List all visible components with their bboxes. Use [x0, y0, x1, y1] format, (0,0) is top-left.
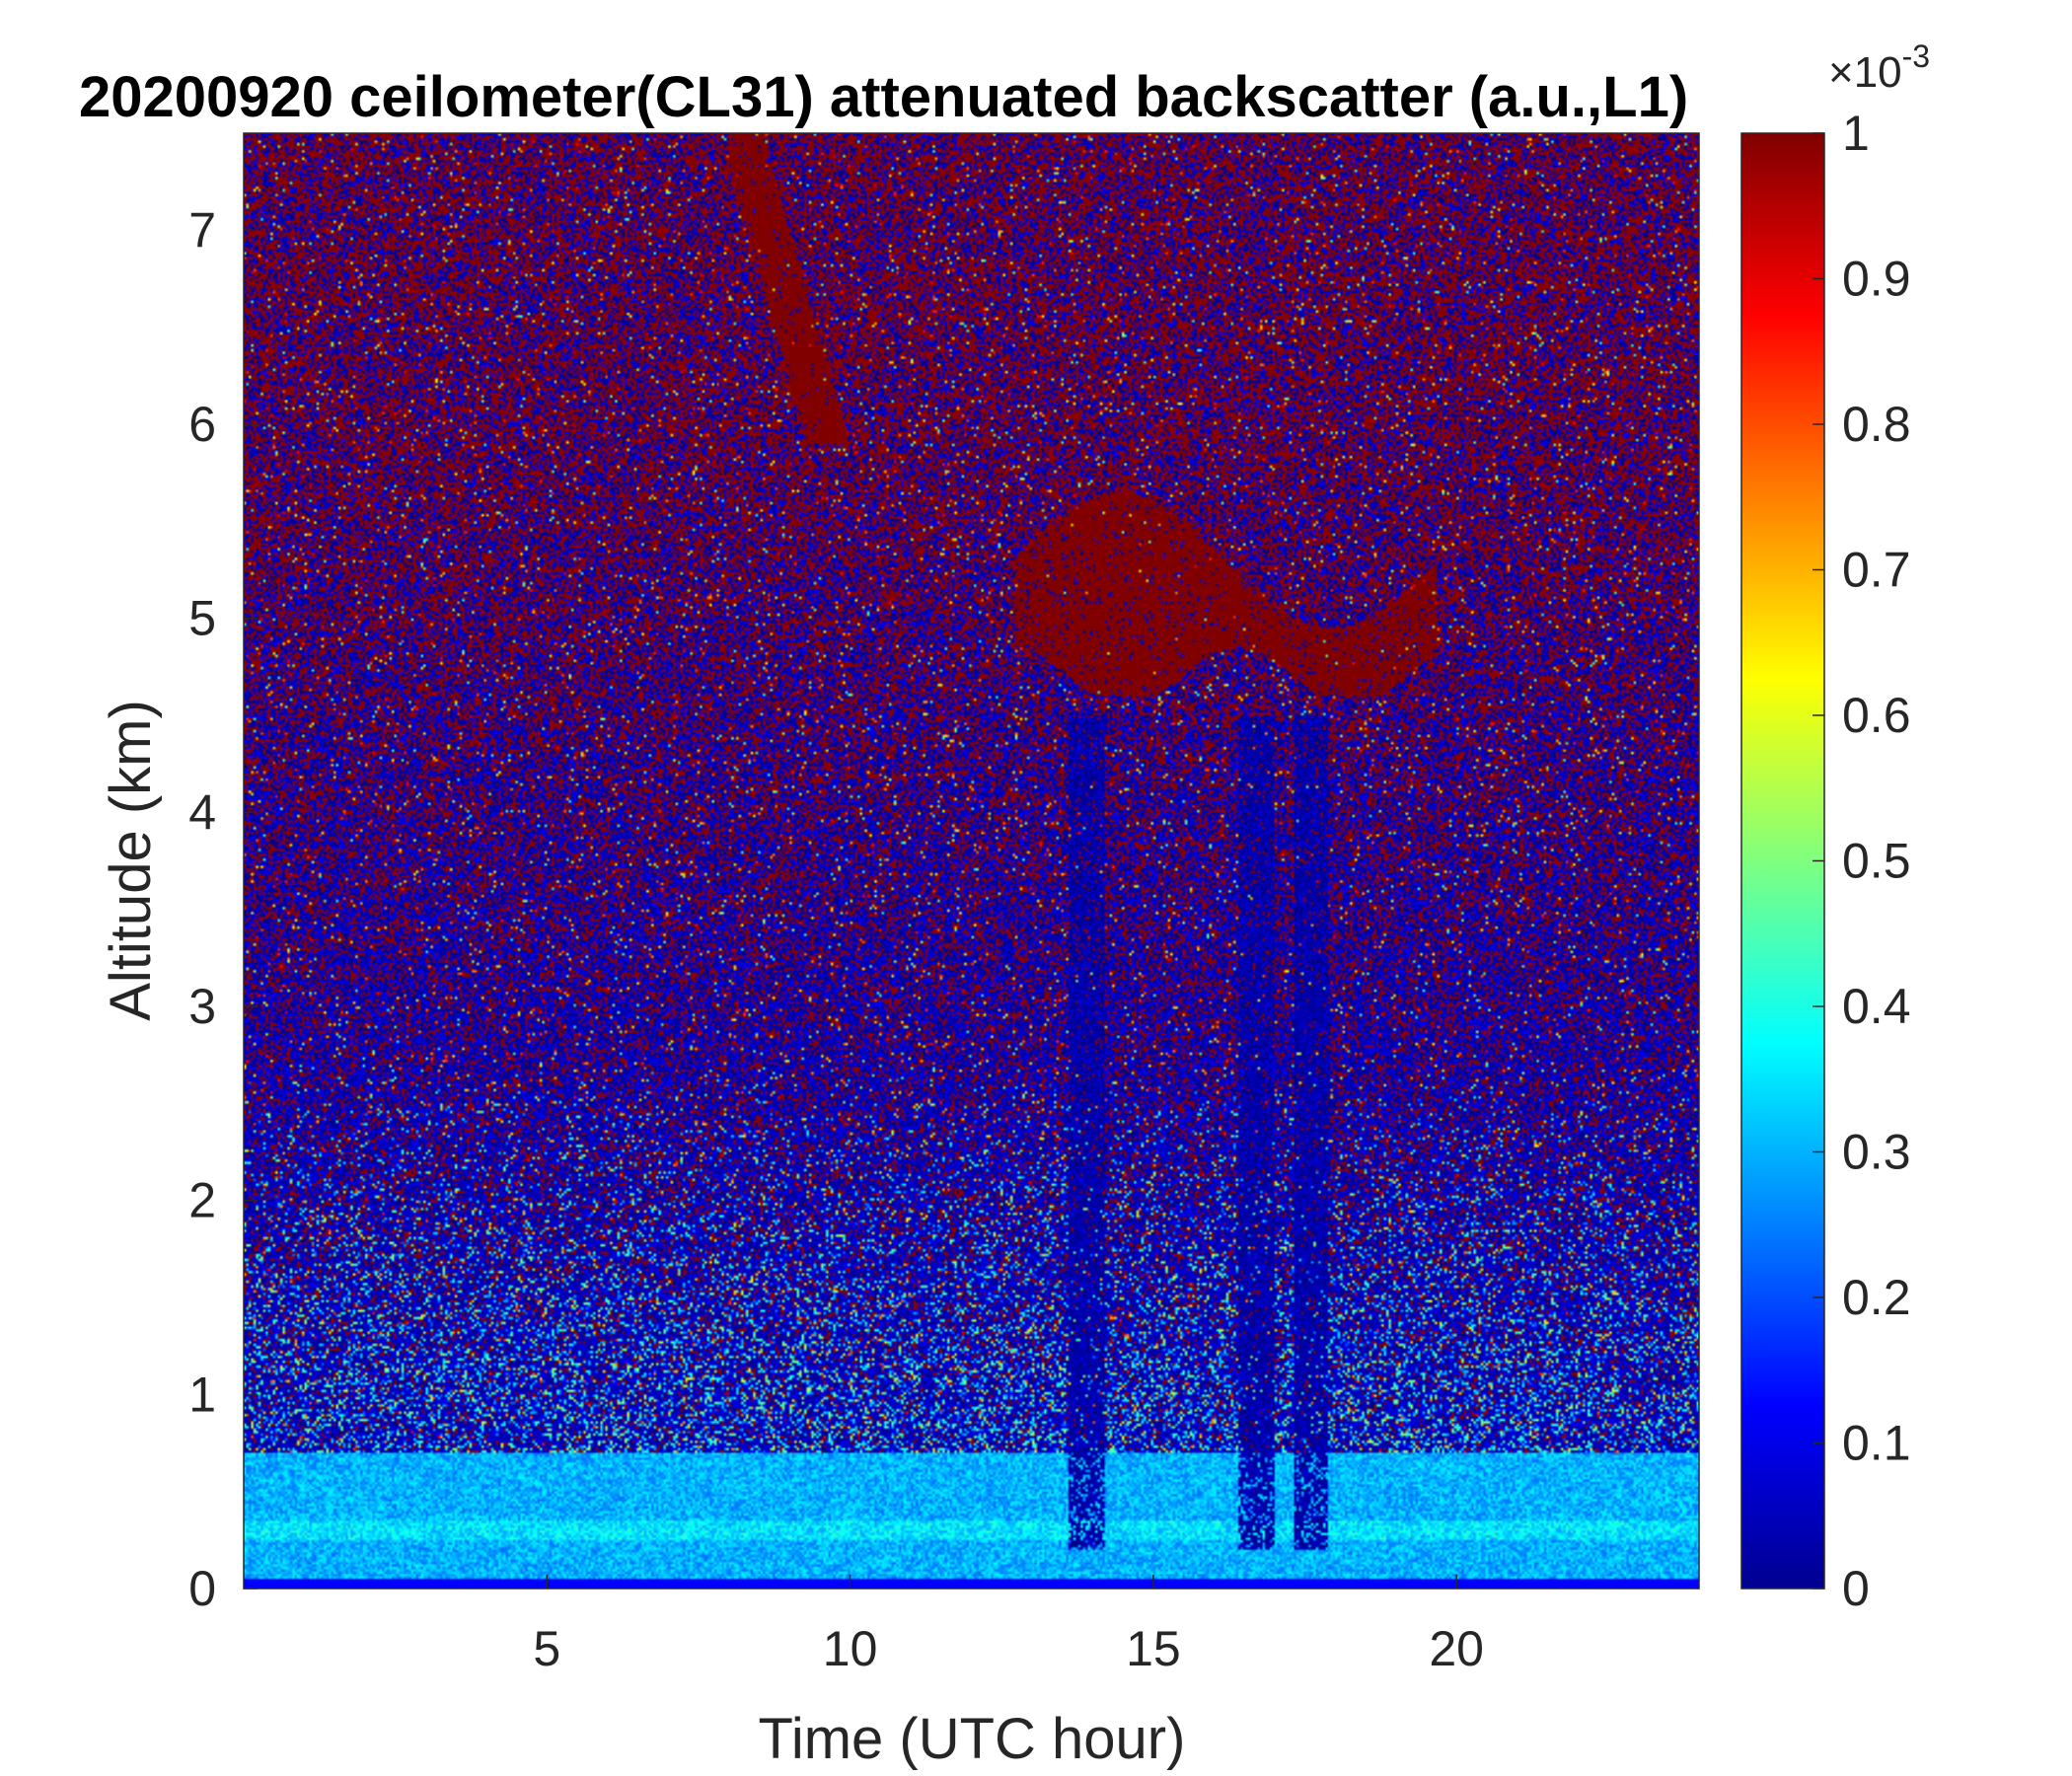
x-tick-label: 20 — [1429, 1621, 1484, 1676]
colorbar-tick-label: 0.8 — [1842, 397, 1911, 452]
backscatter-heatmap — [244, 133, 1699, 1589]
x-tick-label: 10 — [823, 1621, 878, 1676]
x-tick-label: 5 — [533, 1621, 560, 1676]
y-tick-label: 3 — [188, 979, 216, 1034]
x-axis-ticks: 5 10 15 20 — [533, 1575, 1484, 1676]
colorbar-tick-label: 0.1 — [1842, 1416, 1911, 1471]
y-axis-label: Altitude (km) — [99, 700, 163, 1021]
y-tick-label: 7 — [188, 202, 216, 258]
x-axis-label: Time (UTC hour) — [759, 1707, 1186, 1771]
y-tick-label: 0 — [188, 1561, 216, 1616]
y-tick-label: 1 — [188, 1367, 216, 1422]
colorbar-tick-label: 0 — [1842, 1561, 1870, 1616]
colorbar-tick-label: 0.5 — [1842, 834, 1911, 889]
chart-title: 20200920 ceilometer(CL31) attenuated bac… — [79, 65, 1688, 129]
y-tick-label: 6 — [188, 397, 216, 452]
y-axis-ticks: 0 1 2 3 4 5 6 7 — [188, 202, 258, 1616]
plot-area: 0 1 2 3 4 5 6 7 5 10 15 20 — [188, 132, 1700, 1676]
plot-frame — [243, 132, 1700, 1590]
y-tick-label: 5 — [188, 591, 216, 646]
colorbar-tick-label: 1 — [1842, 106, 1870, 161]
y-tick-label: 2 — [188, 1173, 216, 1228]
colorbar-tick-label: 0.3 — [1842, 1125, 1911, 1180]
colorbar-gradient — [1740, 132, 1825, 1590]
colorbar: 0 0.1 0.2 0.3 0.4 0.5 0.6 0.7 0.8 0.9 1 ×10-3 — [1740, 38, 1930, 1616]
x-tick-label: 15 — [1126, 1621, 1181, 1676]
colorbar-tick-label: 0.7 — [1842, 543, 1911, 598]
colorbar-exponent: ×10-3 — [1828, 38, 1930, 97]
colorbar-ticks: 0 0.1 0.2 0.3 0.4 0.5 0.6 0.7 0.8 0.9 1 — [1813, 106, 1911, 1616]
colorbar-tick-label: 0.4 — [1842, 979, 1911, 1034]
y-tick-label: 4 — [188, 784, 216, 840]
colorbar-tick-label: 0.2 — [1842, 1270, 1911, 1325]
colorbar-tick-label: 0.9 — [1842, 252, 1911, 307]
colorbar-tick-label: 0.6 — [1842, 688, 1911, 743]
